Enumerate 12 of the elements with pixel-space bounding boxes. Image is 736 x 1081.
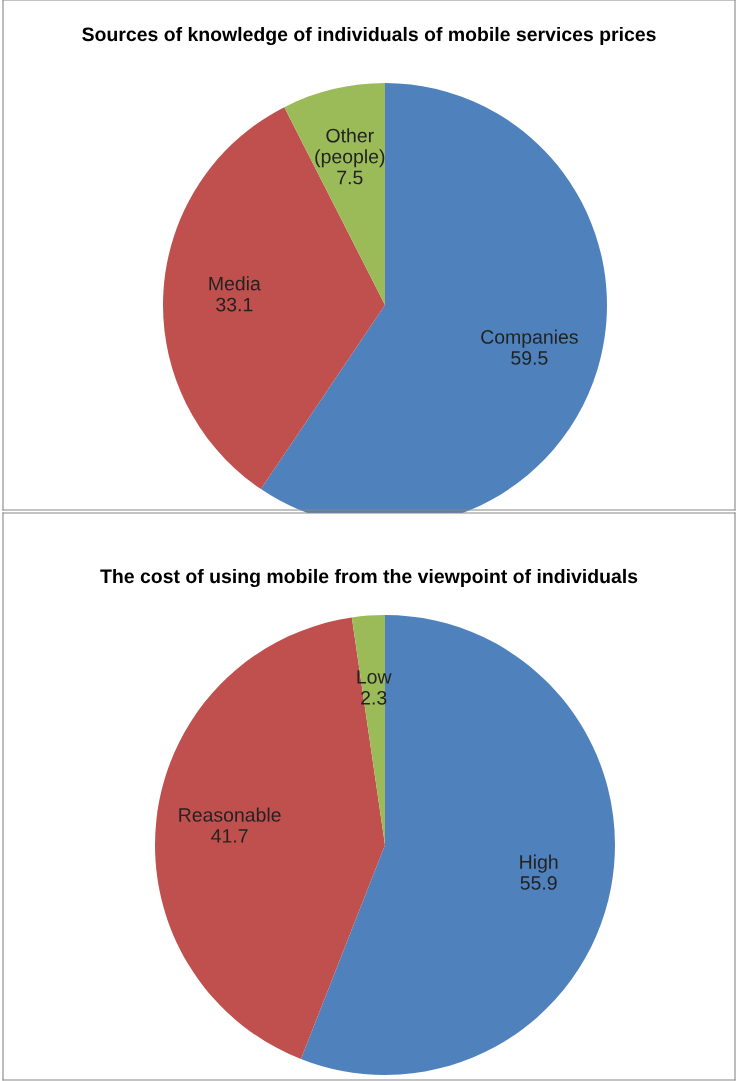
data-label: 59.5 [511, 351, 548, 365]
data-label: 33.1 [216, 297, 253, 312]
slice-label: Reasonable [179, 807, 281, 822]
chart-title: Sources of knowledge of individuals of mobile services prices [82, 26, 656, 46]
slice-label: Media [209, 276, 261, 291]
slice-label: Companies [481, 329, 578, 348]
slice-label: Other (people) [315, 128, 385, 168]
slice-label: High [520, 854, 558, 873]
chart-title: The cost of using mobile from the viewpoint of individuals [100, 568, 638, 588]
data-label: 7.5 [337, 170, 363, 185]
data-label: 41.7 [211, 829, 248, 843]
data-label: 55.9 [520, 876, 557, 890]
